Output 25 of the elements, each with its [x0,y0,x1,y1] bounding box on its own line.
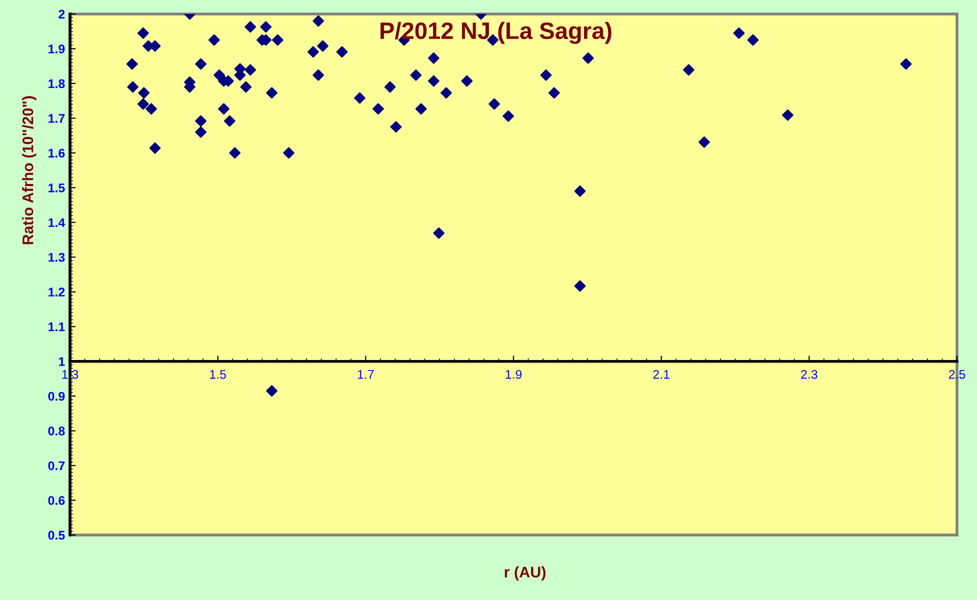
y-tick-label: 1.5 [48,184,65,192]
x-tick-label: 2.5 [948,370,966,379]
x-tick-label: 1.7 [358,370,374,379]
y-tick-label: 1 [58,357,65,366]
y-tick-label: 0.5 [48,530,65,540]
y-tick-label: 1.2 [48,288,65,296]
x-tick-label: 1.9 [506,370,522,379]
y-tick-label: 1.6 [48,148,65,158]
y-tick-label: 0.9 [48,392,65,401]
y-tick-label: 1.4 [48,218,66,227]
y-tick-label: 0.6 [48,496,65,505]
y-tick-label: 0.7 [48,461,65,470]
y-tick-label: 2 [58,10,65,19]
y-tick-label: 1.3 [48,252,65,262]
y-axis-title: Ratio Afrho (10"/20") [22,96,36,244]
y-tick-label: 1.8 [48,79,65,88]
y-tick-label: 1.1 [48,322,65,332]
x-tick-label: 2.3 [801,370,818,379]
x-tick-label: 2.1 [653,370,670,379]
y-tick-label: 1.7 [48,114,65,123]
y-tick-label: 1.9 [48,44,65,54]
x-tick-label: 1.5 [210,370,226,379]
y-tick-label: 0.8 [48,426,65,436]
chart-title: P/2012 NJ (La Sagra) [380,22,612,44]
x-axis-title: r (AU) [504,566,546,580]
